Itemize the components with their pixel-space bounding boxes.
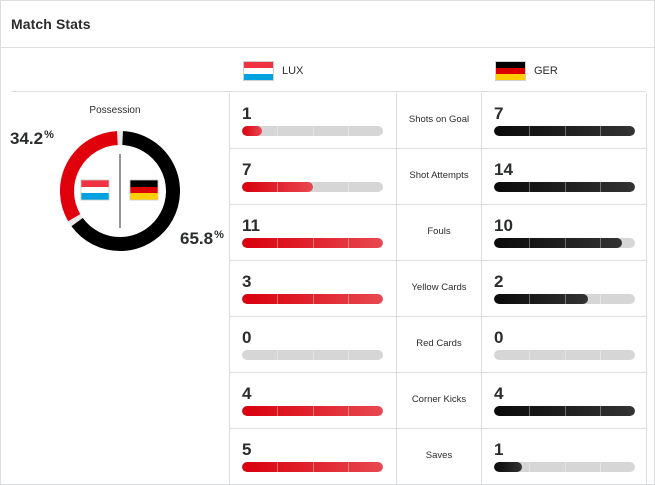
stat-row: 7 Shot Attempts 14 <box>230 149 646 205</box>
stat-label: Shots on Goal <box>408 114 470 125</box>
stat-row: 11 Fouls 10 <box>230 205 646 261</box>
away-stat-value: 0 <box>494 328 504 347</box>
home-stat-bar <box>242 126 383 136</box>
away-stat-value: 14 <box>494 160 513 179</box>
home-team-abbr: LUX <box>282 65 304 77</box>
away-stat-cell: 7 <box>482 93 646 149</box>
stats-table: 1 Shots on Goal 7 7 Shot Attempts 14 11 Fouls 10… <box>229 93 647 485</box>
stat-row: 0 Red Cards 0 <box>230 317 646 373</box>
away-stat-cell: 1 <box>482 429 646 485</box>
away-stat-value: 10 <box>494 216 513 235</box>
home-stat-cell: 4 <box>230 373 396 429</box>
home-stat-bar-fill <box>242 462 383 472</box>
away-stat-cell: 0 <box>482 317 646 373</box>
home-stat-cell: 1 <box>230 93 396 149</box>
away-stat-bar-fill <box>494 126 635 136</box>
home-stat-value: 4 <box>242 384 252 403</box>
home-stat-bar <box>242 406 383 416</box>
away-stat-bar <box>494 126 635 136</box>
germany-flag-icon <box>495 61 526 81</box>
home-team[interactable]: LUX <box>243 60 303 82</box>
card-header: Match Stats <box>1 1 654 48</box>
home-stat-value: 7 <box>242 160 252 179</box>
home-stat-bar-fill <box>242 406 383 416</box>
home-stat-cell: 11 <box>230 205 396 261</box>
stat-label-cell: Corner Kicks <box>396 373 482 429</box>
away-team[interactable]: GER <box>495 60 558 82</box>
home-stat-cell: 0 <box>230 317 396 373</box>
stat-row: 4 Corner Kicks 4 <box>230 373 646 429</box>
home-stat-value: 1 <box>242 104 252 123</box>
away-stat-bar <box>494 406 635 416</box>
away-possession-arc <box>71 131 180 251</box>
home-stat-bar-fill <box>242 238 383 248</box>
home-stat-value: 0 <box>242 328 252 347</box>
away-stat-cell: 4 <box>482 373 646 429</box>
stat-label: Shot Attempts <box>409 170 469 181</box>
possession-donut-chart <box>60 131 180 251</box>
away-possession-percent: 65.8% <box>180 229 224 248</box>
stat-label-cell: Red Cards <box>396 317 482 373</box>
away-stat-bar-fill <box>494 294 601 304</box>
away-stat-bar-fill <box>494 462 601 472</box>
away-stat-value: 4 <box>494 384 504 403</box>
away-stat-bar-fill <box>494 406 635 416</box>
stat-label-cell: Yellow Cards <box>396 261 482 317</box>
stat-row: 1 Shots on Goal 7 <box>230 93 646 149</box>
away-stat-value: 7 <box>494 104 504 123</box>
stat-row: 3 Yellow Cards 2 <box>230 261 646 317</box>
home-possession-percent: 34.2% <box>10 129 54 148</box>
stat-label: Fouls <box>427 226 451 237</box>
away-stat-bar <box>494 238 635 248</box>
stat-label: Corner Kicks <box>411 394 467 405</box>
home-stat-bar <box>242 462 383 472</box>
luxembourg-flag-icon <box>243 61 274 81</box>
away-stat-cell: 14 <box>482 149 646 205</box>
away-stat-bar <box>494 182 635 192</box>
home-stat-bar-fill <box>242 182 349 192</box>
stat-label: Red Cards <box>416 338 462 349</box>
home-possession-arc <box>60 131 118 222</box>
home-stat-bar-fill <box>242 126 349 136</box>
stat-label-cell: Saves <box>396 429 482 485</box>
possession-title: Possession <box>89 105 141 116</box>
away-stat-value: 2 <box>494 272 504 291</box>
home-stat-value: 3 <box>242 272 252 291</box>
home-stat-bar <box>242 294 383 304</box>
away-stat-bar <box>494 350 635 360</box>
stat-label-cell: Shots on Goal <box>396 93 482 149</box>
home-stat-bar <box>242 182 383 192</box>
luxembourg-flag-icon <box>80 179 110 201</box>
away-stat-value: 1 <box>494 440 504 459</box>
home-stat-cell: 5 <box>230 429 396 485</box>
away-stat-bar-fill <box>494 182 635 192</box>
home-stat-cell: 3 <box>230 261 396 317</box>
stat-row: 5 Saves 1 <box>230 429 646 485</box>
home-stat-bar <box>242 238 383 248</box>
home-stat-value: 11 <box>242 216 260 235</box>
away-team-abbr: GER <box>534 65 558 77</box>
home-stat-bar-fill <box>242 294 383 304</box>
away-stat-bar-fill <box>494 238 622 248</box>
home-stat-value: 5 <box>242 440 252 459</box>
stat-label-cell: Fouls <box>396 205 482 261</box>
germany-flag-icon <box>129 179 159 201</box>
card-title: Match Stats <box>11 16 91 32</box>
away-stat-cell: 10 <box>482 205 646 261</box>
stat-label: Saves <box>425 450 453 461</box>
stat-label-cell: Shot Attempts <box>396 149 482 205</box>
away-stat-cell: 2 <box>482 261 646 317</box>
teams-header: LUX GER <box>11 48 646 92</box>
away-stat-bar <box>494 294 635 304</box>
away-stat-bar <box>494 462 635 472</box>
home-stat-bar <box>242 350 383 360</box>
possession-panel: Possession 34.2% 65.8% <box>1 93 229 485</box>
home-stat-cell: 7 <box>230 149 396 205</box>
stat-label: Yellow Cards <box>411 282 467 293</box>
